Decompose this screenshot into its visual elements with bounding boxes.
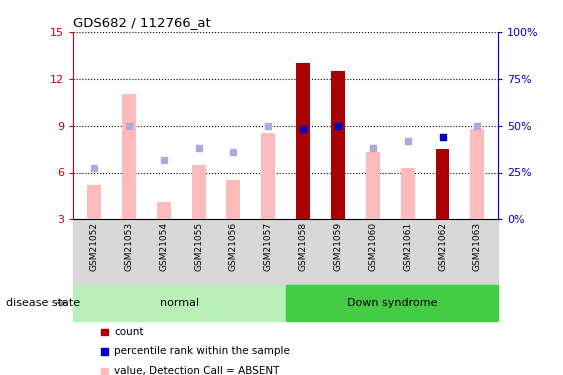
Point	[298, 126, 307, 132]
Bar	[226, 180, 240, 219]
Text: percentile rank within the sample: percentile rank within the sample	[114, 346, 290, 356]
Point	[124, 123, 133, 129]
Bar	[87, 185, 101, 219]
Bar	[401, 168, 414, 219]
Text: Down syndrome: Down syndrome	[347, 298, 437, 308]
Point	[194, 144, 203, 150]
Bar	[261, 134, 275, 219]
Point	[403, 138, 412, 144]
Text: value, Detection Call = ABSENT: value, Detection Call = ABSENT	[114, 366, 279, 375]
Bar	[296, 63, 310, 219]
Text: disease state: disease state	[6, 298, 80, 308]
Text: GDS682 / 112766_at: GDS682 / 112766_at	[73, 16, 211, 29]
Point	[229, 149, 238, 155]
Point	[473, 123, 482, 129]
Point	[90, 165, 99, 171]
Text: count: count	[114, 327, 144, 337]
Point	[368, 144, 377, 150]
Bar	[191, 165, 205, 219]
Point	[333, 123, 342, 129]
Point	[438, 134, 447, 140]
Bar	[122, 94, 136, 219]
Point	[264, 123, 273, 129]
Point	[159, 157, 168, 163]
Bar	[436, 149, 449, 219]
Text: normal: normal	[160, 298, 199, 308]
Bar	[331, 71, 345, 219]
Bar	[157, 202, 171, 219]
Bar	[470, 129, 484, 219]
Bar	[366, 152, 380, 219]
